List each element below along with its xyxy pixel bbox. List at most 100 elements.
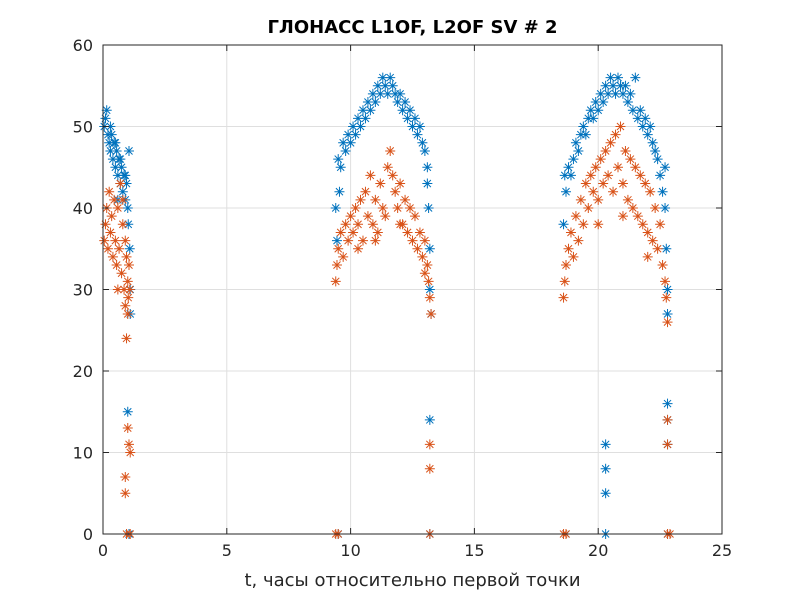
data-point	[407, 121, 418, 132]
data-point	[559, 170, 570, 181]
data-point	[365, 170, 376, 181]
data-point	[370, 194, 381, 205]
data-point	[637, 121, 648, 132]
data-point	[119, 284, 130, 295]
data-point	[558, 219, 569, 230]
data-point	[107, 251, 118, 262]
data-point	[116, 268, 127, 279]
data-point	[382, 162, 393, 173]
data-point	[340, 145, 351, 156]
data-point	[635, 170, 646, 181]
data-point	[598, 97, 609, 108]
data-point	[122, 406, 133, 417]
data-point	[370, 97, 381, 108]
data-point	[409, 113, 420, 124]
data-point	[660, 276, 671, 287]
data-point	[630, 162, 641, 173]
data-point	[122, 276, 133, 287]
data-point	[657, 186, 668, 197]
data-point	[357, 235, 368, 246]
data-point	[417, 251, 428, 262]
data-point	[661, 292, 672, 303]
chart-title: ГЛОНАСС L1OF, L2OF SV # 2	[267, 17, 557, 38]
data-point	[655, 170, 666, 181]
data-point	[652, 154, 663, 165]
data-point	[112, 284, 123, 295]
data-point	[121, 333, 132, 344]
y-tick-label: 20	[73, 362, 93, 381]
data-point	[409, 211, 420, 222]
data-point	[331, 235, 342, 246]
data-point	[595, 88, 606, 99]
data-point	[100, 113, 111, 124]
data-point	[417, 137, 428, 148]
data-point	[565, 227, 576, 238]
data-point	[104, 186, 115, 197]
y-tick-label: 0	[83, 525, 93, 544]
data-point	[355, 194, 366, 205]
data-point	[625, 88, 636, 99]
data-point	[661, 243, 672, 254]
data-point	[617, 88, 628, 99]
data-point	[397, 105, 408, 116]
data-point	[395, 178, 406, 189]
data-point	[115, 178, 126, 189]
data-point	[120, 170, 131, 181]
data-point	[563, 162, 574, 173]
data-point	[353, 243, 364, 254]
data-point	[426, 308, 437, 319]
data-point	[642, 227, 653, 238]
x-tick-label: 25	[712, 541, 732, 560]
data-point	[333, 243, 344, 254]
data-point	[603, 88, 614, 99]
data-point	[360, 186, 371, 197]
data-point	[412, 129, 423, 140]
data-point	[377, 72, 388, 83]
data-point	[117, 186, 128, 197]
data-point	[123, 260, 134, 271]
data-point	[622, 97, 633, 108]
data-point	[120, 235, 131, 246]
data-point	[385, 72, 396, 83]
data-point	[405, 203, 416, 213]
data-point	[343, 235, 354, 246]
data-point	[568, 251, 579, 262]
data-point	[335, 162, 346, 173]
data-point	[345, 211, 356, 222]
data-point	[105, 145, 116, 156]
data-point	[610, 129, 621, 140]
data-point	[106, 211, 117, 222]
data-point	[630, 72, 641, 83]
data-point	[330, 276, 341, 287]
data-point	[585, 170, 596, 181]
data-point	[105, 227, 116, 238]
data-point	[117, 219, 128, 230]
data-point	[595, 154, 606, 165]
data-point	[120, 471, 131, 482]
data-point	[350, 203, 361, 213]
data-point	[116, 162, 127, 173]
data-point	[419, 268, 430, 279]
data-point	[563, 243, 574, 254]
data-point	[330, 203, 341, 213]
data-point	[395, 219, 406, 230]
data-point	[402, 227, 413, 238]
x-tick-label: 5	[222, 541, 232, 560]
data-point	[402, 113, 413, 124]
data-point	[660, 203, 671, 213]
data-point	[395, 88, 406, 99]
data-point	[600, 145, 611, 156]
data-point	[382, 88, 393, 99]
data-point	[353, 113, 364, 124]
data-point	[110, 235, 121, 246]
data-point	[101, 105, 112, 116]
data-point	[642, 129, 653, 140]
data-point	[350, 129, 361, 140]
data-point	[123, 145, 134, 156]
data-point	[112, 203, 123, 213]
data-point	[600, 488, 611, 499]
data-point	[331, 260, 342, 271]
data-point	[115, 154, 126, 165]
data-point	[605, 137, 616, 148]
x-tick-label: 20	[588, 541, 608, 560]
